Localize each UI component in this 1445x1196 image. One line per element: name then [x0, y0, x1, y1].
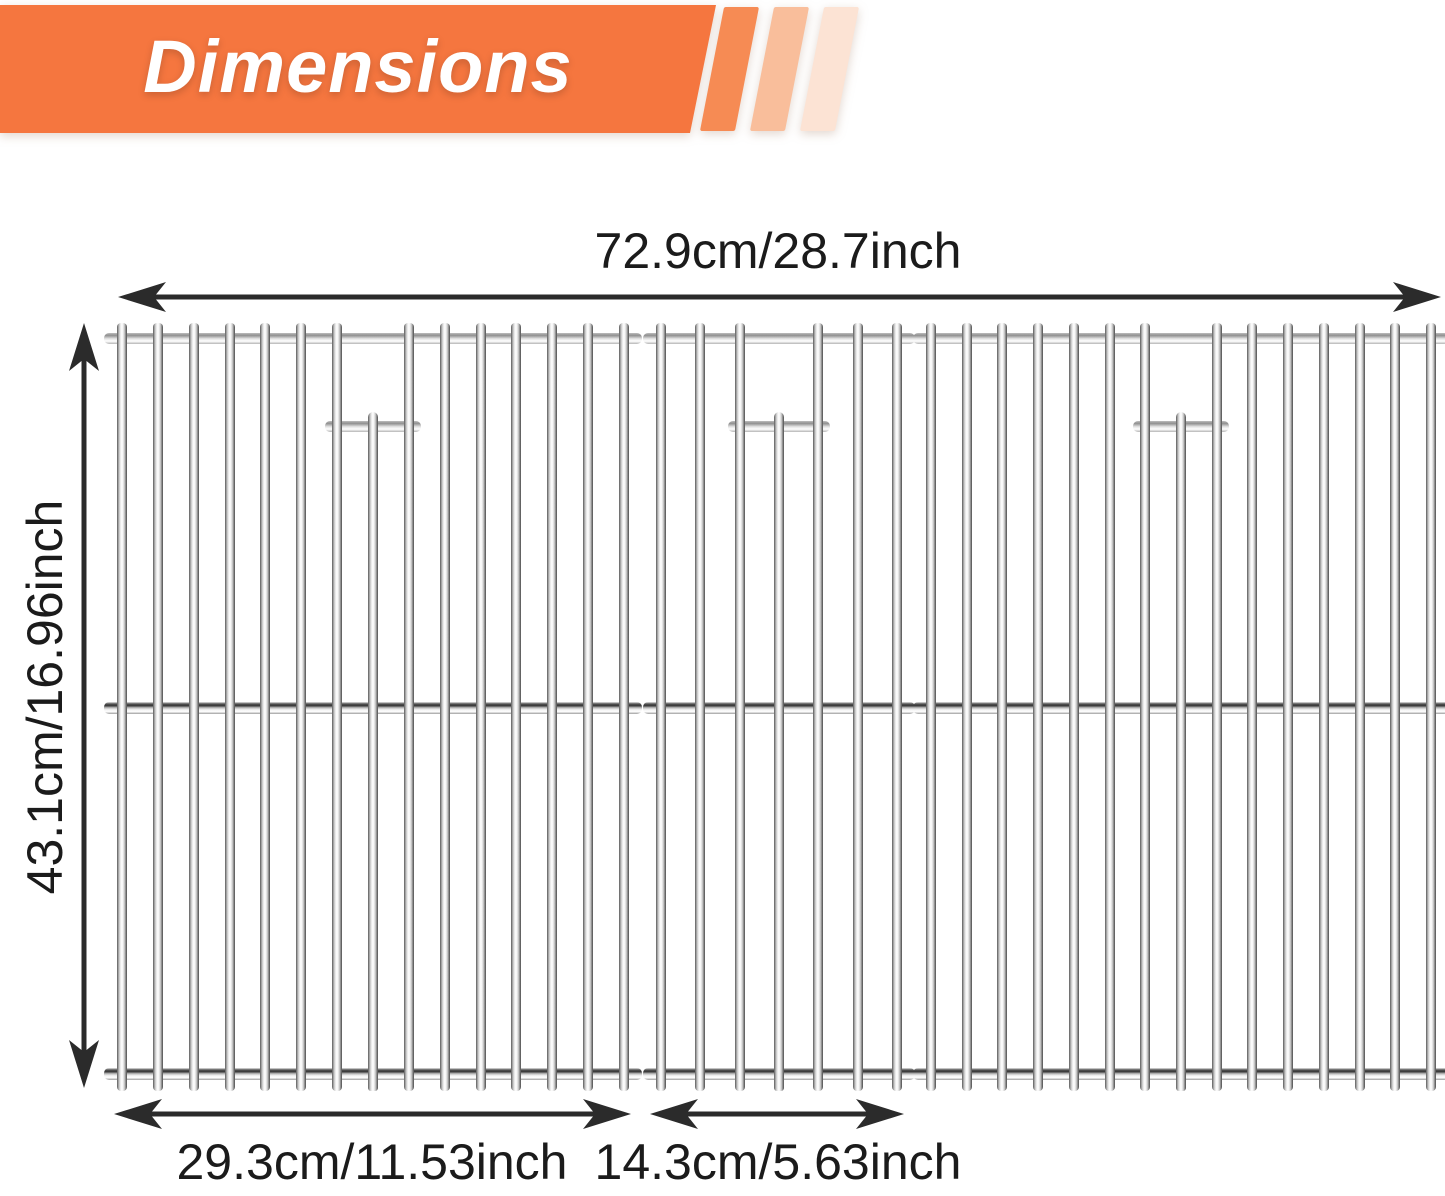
grate-rod — [260, 323, 271, 1091]
grate-rod — [1068, 323, 1079, 1091]
arrowhead — [650, 1099, 698, 1129]
grate-rod — [1318, 323, 1329, 1091]
right-grate — [913, 323, 1445, 1091]
grate-rod — [892, 323, 902, 1091]
grate-rod — [619, 323, 629, 1091]
total-width-label: 72.9cm/28.7inch — [594, 223, 962, 279]
header-banner: Dimensions — [0, 5, 716, 133]
small-grate-width-arrow — [650, 1099, 904, 1129]
grate-rod — [1247, 323, 1258, 1091]
grate-rod — [926, 323, 936, 1091]
grate-rod — [332, 323, 343, 1091]
grate-rod — [475, 323, 486, 1091]
grate-rod — [1104, 323, 1115, 1091]
grate-rod — [1283, 323, 1294, 1091]
arrowhead — [69, 323, 99, 371]
accent-stripe-2 — [749, 7, 810, 131]
grate-rod — [1426, 323, 1436, 1091]
grate-rod — [656, 323, 666, 1091]
lifter-rod — [1176, 412, 1186, 1091]
grate-rod — [852, 323, 863, 1091]
arrowhead — [583, 1099, 631, 1129]
support-rail-top — [913, 333, 1445, 344]
grate-rod — [695, 323, 706, 1091]
grate-rod — [734, 323, 745, 1091]
total-width-arrow — [118, 282, 1441, 312]
grate-rod — [1354, 323, 1365, 1091]
grate-rod — [439, 323, 450, 1091]
lifter-rod — [368, 412, 378, 1091]
grate-rod — [961, 323, 972, 1091]
grate-rod — [403, 323, 414, 1091]
arrowhead — [69, 1040, 99, 1088]
center-grate — [643, 323, 915, 1091]
left-grate — [104, 323, 642, 1091]
grate-rod — [1390, 323, 1401, 1091]
support-rail-top — [643, 333, 915, 344]
grate-rod — [1140, 323, 1151, 1091]
arrowhead — [118, 282, 166, 312]
grate-rod — [1033, 323, 1044, 1091]
grate-rod — [152, 323, 163, 1091]
arrowhead — [114, 1099, 162, 1129]
grate-rod — [547, 323, 558, 1091]
grate-rod — [1211, 323, 1222, 1091]
grate-rod — [997, 323, 1008, 1091]
page-title: Dimensions — [143, 24, 573, 108]
accent-stripe-3 — [799, 7, 860, 131]
grate-rod — [511, 323, 522, 1091]
arrowhead — [1393, 282, 1441, 312]
support-rail-top — [104, 333, 642, 344]
lifter-rod — [774, 412, 784, 1091]
grate-rod — [224, 323, 235, 1091]
grate-rod — [117, 323, 127, 1091]
grate-rod — [583, 323, 594, 1091]
grate-rod — [296, 323, 307, 1091]
grate-rod — [813, 323, 824, 1091]
large-grate-width-arrow — [114, 1099, 631, 1129]
grate-height-label: 43.1cm/16.96inch — [17, 499, 73, 895]
arrowhead — [856, 1099, 904, 1129]
header: Dimensions — [0, 0, 900, 150]
small-grate-width-label: 14.3cm/5.63inch — [594, 1134, 962, 1190]
grate-rod — [188, 323, 199, 1091]
large-grate-width-label: 29.3cm/11.53inch — [176, 1134, 568, 1190]
